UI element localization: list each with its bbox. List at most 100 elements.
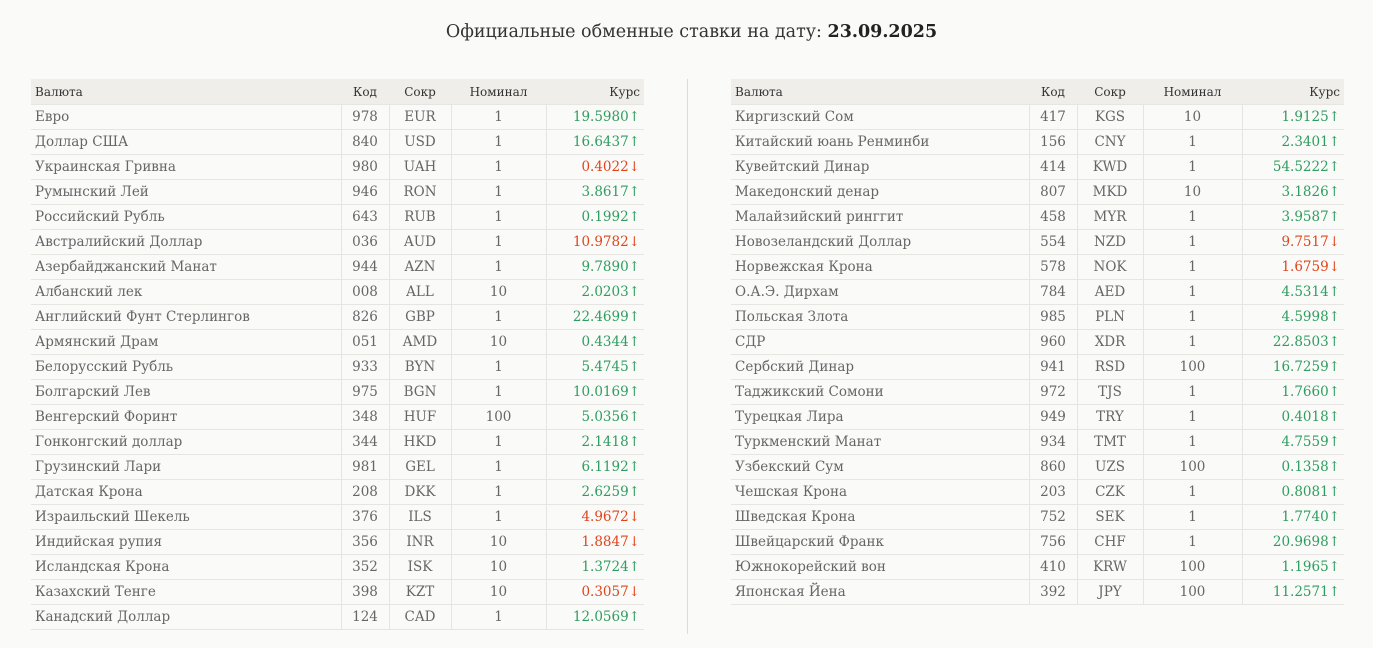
arrow-up-icon: ↑ [628,484,640,500]
rate-cell: 3.8617↑ [545,179,644,205]
currency-name-cell: Английский Фунт Стерлингов [31,304,341,330]
arrow-up-icon: ↑ [628,559,640,575]
currency-code-cell: 933 [340,354,389,380]
rate-value: 1.8847 [581,534,629,550]
rate-value: 0.1358 [1281,459,1329,475]
rate-value: 16.7259 [1272,359,1329,375]
currency-abbr-cell: KGS [1076,104,1143,130]
currency-name-cell: Сербский Динар [731,354,1029,380]
nominal-cell: 1 [450,429,546,455]
currency-code-cell: 985 [1028,304,1077,330]
table-row: Индийская рупия 356 INR 10 1.8847↓ [31,529,644,555]
table-row: Сербский Динар 941 RSD 100 16.7259↑ [731,354,1344,380]
currency-abbr-cell: BGN [388,379,451,405]
currency-name-cell: Шведская Крона [731,504,1029,530]
currency-abbr-cell: AUD [388,229,451,255]
nominal-cell: 1 [1142,504,1242,530]
nominal-cell: 100 [1142,554,1242,580]
arrow-down-icon: ↓ [628,509,640,525]
currency-name-cell: Израильский Шекель [31,504,341,530]
rate-value: 0.4022 [581,159,629,175]
rate-value: 0.4018 [1281,409,1329,425]
rate-cell: 4.5998↑ [1241,304,1344,330]
currency-abbr-cell: NZD [1076,229,1143,255]
rate-cell: 9.7890↑ [545,254,644,280]
nominal-cell: 100 [1142,454,1242,480]
nominal-cell: 10 [450,529,546,555]
currency-abbr-cell: KWD [1076,154,1143,180]
rate-value: 5.4745 [581,359,629,375]
currency-abbr-cell: XDR [1076,329,1143,355]
table-row: Швейцарский Франк 756 CHF 1 20.9698↑ [731,529,1344,555]
rate-value: 3.9587 [1281,209,1329,225]
currency-name-cell: Турецкая Лира [731,404,1029,430]
table-row: СДР 960 XDR 1 22.8503↑ [731,329,1344,355]
table-row: Норвежская Крона 578 NOK 1 1.6759↓ [731,254,1344,280]
nominal-cell: 1 [450,354,546,380]
currency-code-cell: 398 [340,579,389,605]
nominal-cell: 1 [1142,229,1242,255]
nominal-cell: 1 [1142,329,1242,355]
arrow-up-icon: ↑ [628,284,640,300]
rate-value: 4.5998 [1281,309,1329,325]
rate-value: 0.8081 [1281,484,1329,500]
table-row: Азербайджанский Манат 944 AZN 1 9.7890↑ [31,254,644,280]
currency-abbr-cell: UZS [1076,454,1143,480]
table-row: Македонский денар 807 MKD 10 3.1826↑ [731,179,1344,205]
arrow-up-icon: ↑ [628,459,640,475]
rate-cell: 2.1418↑ [545,429,644,455]
rate-value: 2.3401 [1281,134,1329,150]
table-row: Южнокорейский вон 410 KRW 100 1.1965↑ [731,554,1344,580]
currency-name-cell: Кувейтский Динар [731,154,1029,180]
currency-abbr-cell: KZT [388,579,451,605]
currency-code-cell: 036 [340,229,389,255]
currency-abbr-cell: BYN [388,354,451,380]
column-header-rate: Курс [1242,79,1344,105]
nominal-cell: 1 [450,229,546,255]
arrow-up-icon: ↑ [1328,409,1340,425]
currency-code-cell: 975 [340,379,389,405]
rate-value: 22.8503 [1272,334,1329,350]
arrow-up-icon: ↑ [1328,434,1340,450]
currency-code-cell: 807 [1028,179,1077,205]
rate-cell: 0.4022↓ [545,154,644,180]
rate-cell: 3.9587↑ [1241,204,1344,230]
arrow-up-icon: ↑ [1328,309,1340,325]
arrow-up-icon: ↑ [1328,109,1340,125]
currency-code-cell: 203 [1028,479,1077,505]
currency-name-cell: Украинская Гривна [31,154,341,180]
currency-abbr-cell: EUR [388,104,451,130]
rate-value: 6.1192 [581,459,629,475]
currency-name-cell: СДР [731,329,1029,355]
rate-cell: 0.4018↑ [1241,404,1344,430]
rate-value: 2.0203 [581,284,629,300]
currency-name-cell: Индийская рупия [31,529,341,555]
currency-name-cell: Норвежская Крона [731,254,1029,280]
rate-value: 3.1826 [1281,184,1329,200]
nominal-cell: 1 [450,304,546,330]
rate-value: 0.4344 [581,334,629,350]
table-row: Армянский Драм 051 AMD 10 0.4344↑ [31,329,644,355]
currency-abbr-cell: TRY [1076,404,1143,430]
nominal-cell: 1 [1142,379,1242,405]
currency-code-cell: 356 [340,529,389,555]
table-row: Туркменский Манат 934 TMT 1 4.7559↑ [731,429,1344,455]
arrow-up-icon: ↑ [1328,184,1340,200]
currency-name-cell: Азербайджанский Манат [31,254,341,280]
column-header-nominal: Номинал [451,79,546,105]
currency-abbr-cell: CHF [1076,529,1143,555]
currency-code-cell: 981 [340,454,389,480]
currency-name-cell: Чешская Крона [731,479,1029,505]
currency-name-cell: Польская Злота [731,304,1029,330]
rate-value: 20.9698 [1272,534,1329,550]
nominal-cell: 10 [1142,179,1242,205]
column-header-code: Код [1029,79,1077,105]
currency-abbr-cell: RUB [388,204,451,230]
rate-cell: 1.6759↓ [1241,254,1344,280]
arrow-up-icon: ↑ [1328,359,1340,375]
currency-code-cell: 376 [340,504,389,530]
currency-code-cell: 008 [340,279,389,305]
currency-code-cell: 826 [340,304,389,330]
rate-cell: 9.7517↓ [1241,229,1344,255]
nominal-cell: 1 [450,254,546,280]
